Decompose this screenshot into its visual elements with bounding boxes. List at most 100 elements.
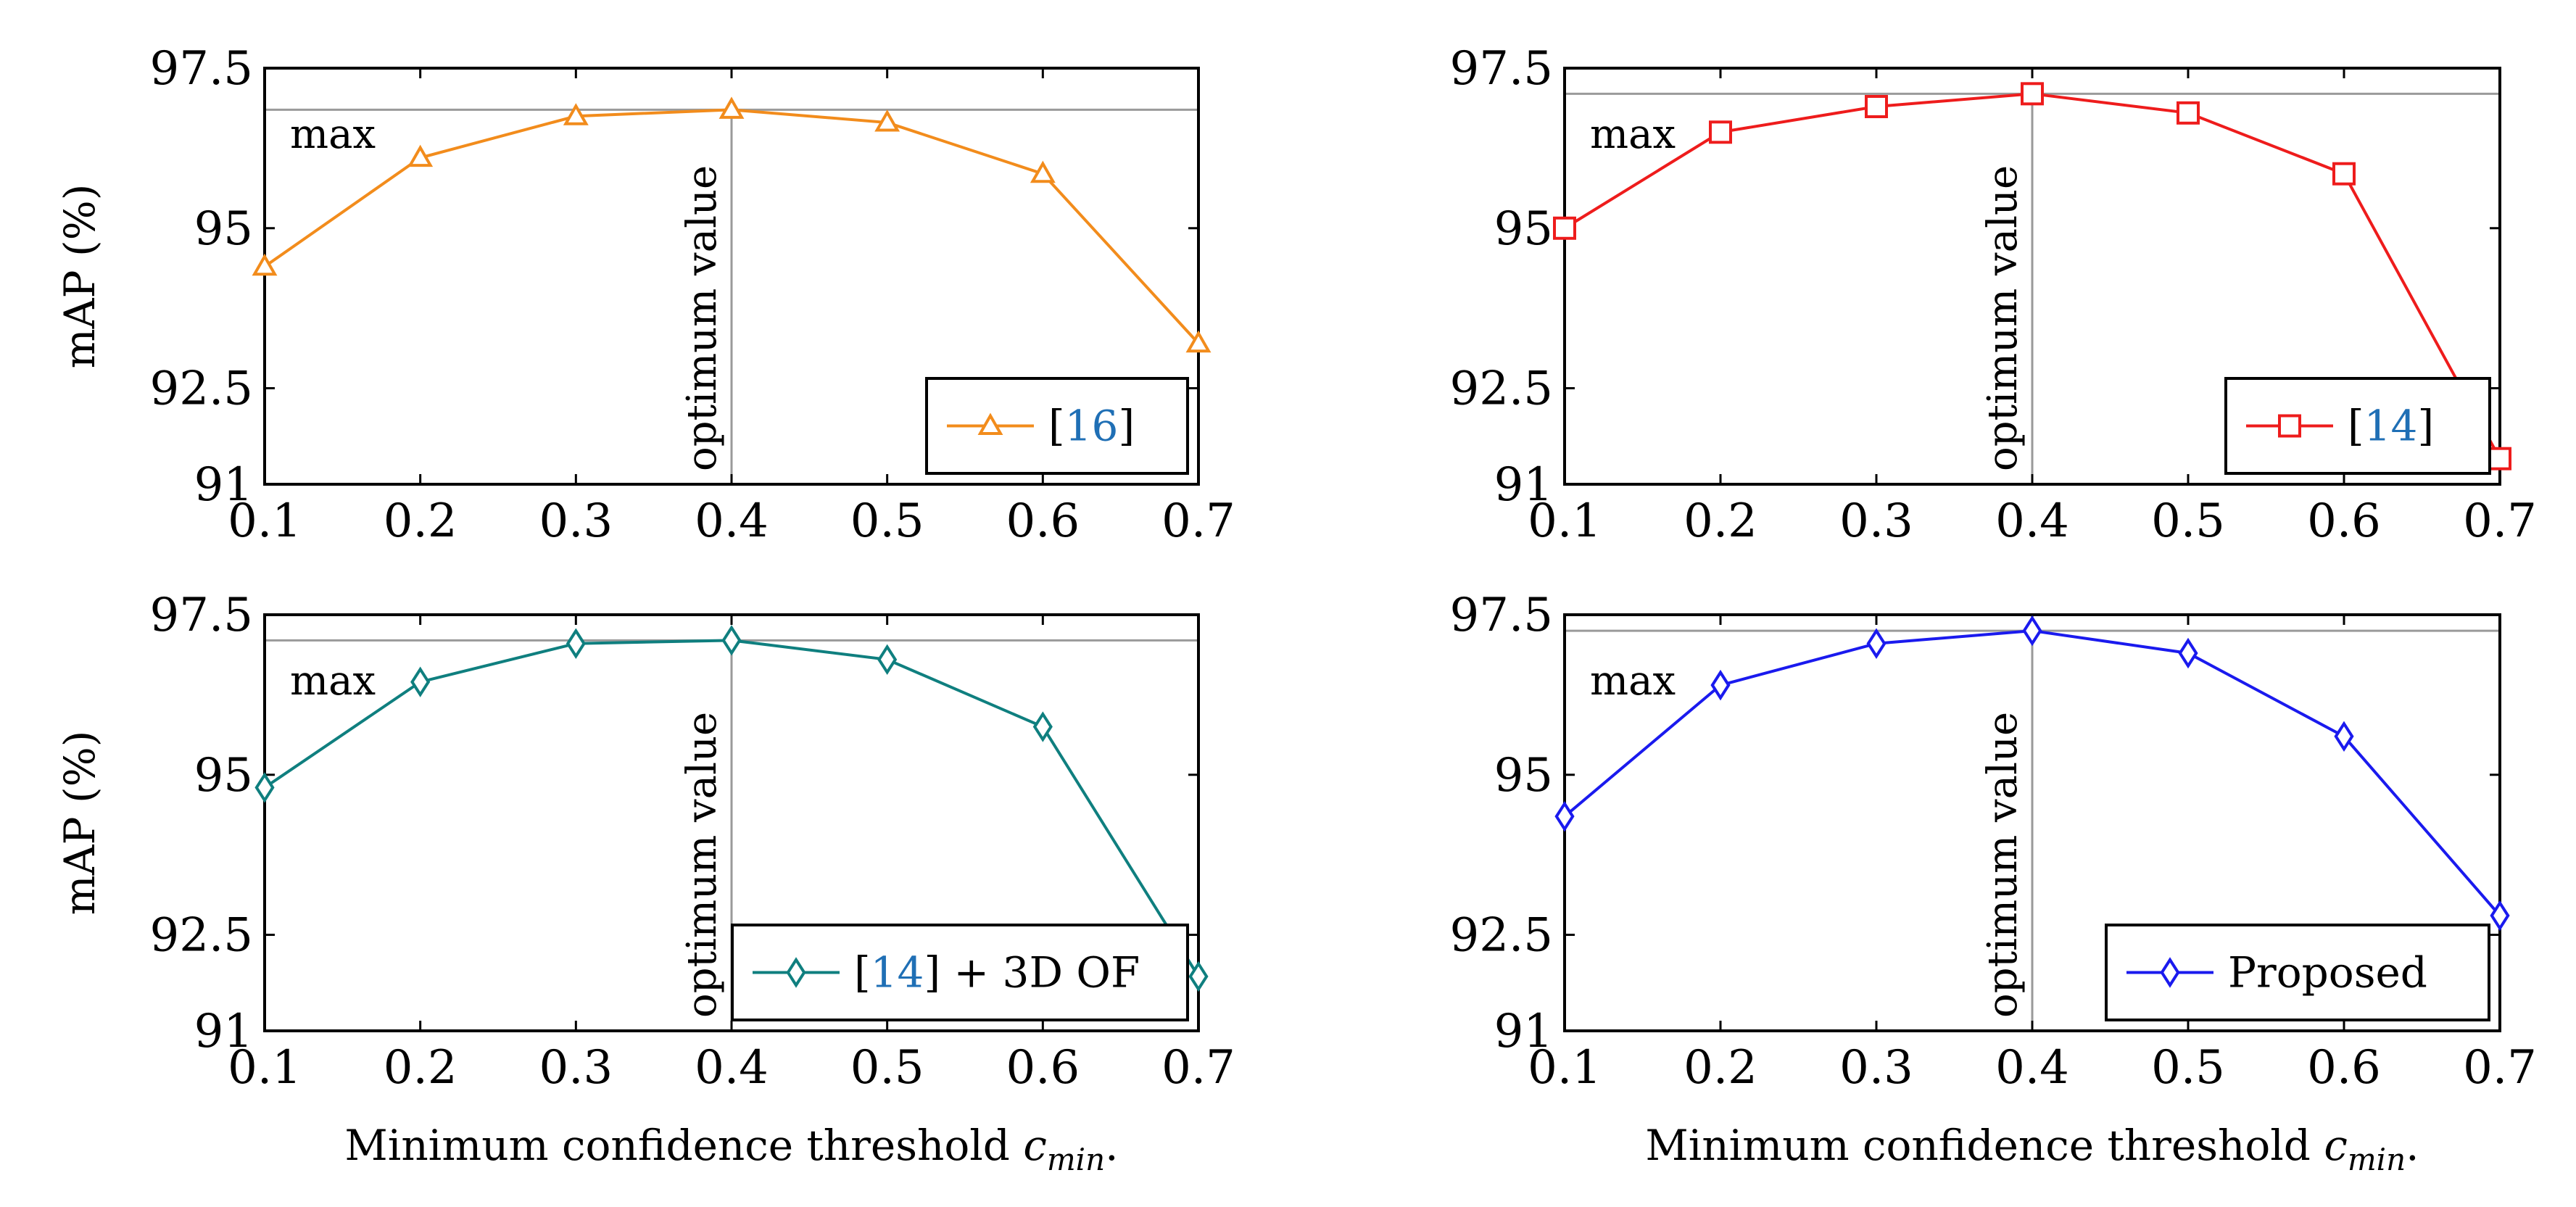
data-point [1553, 216, 1576, 240]
y-tick-label: 91 [1494, 1005, 1553, 1058]
x-tick-label: 0.4 [1995, 494, 2069, 548]
data-point [1554, 800, 1575, 832]
x-tick-label: 0.1 [1528, 494, 1602, 548]
chart-panel-bottom-right: 0.1 0.2 0.3 0.4 0.5 0.6 0.7 91 92.5 95 97.5 Minimum… [1450, 589, 2537, 1177]
x-tick-label: 0.5 [850, 494, 924, 548]
data-point [1709, 120, 1732, 144]
data-point [2177, 101, 2200, 125]
legend-label-prefix: [ [854, 948, 871, 997]
data-point [1188, 961, 1209, 992]
legend-marker [977, 412, 1003, 435]
x-tick-label: 0.4 [695, 494, 769, 548]
data-point [721, 625, 742, 656]
chart-panel-bottom-left: 0.1 0.2 0.3 0.4 0.5 0.6 0.7 91 92.5 95 97.5 mAP (%)… [55, 589, 1235, 1177]
x-tick-label: 0.5 [850, 1041, 924, 1095]
x-tick-label: 0.7 [1161, 1041, 1235, 1095]
data-point [1710, 669, 1731, 701]
y-tick-label: 95 [194, 202, 253, 256]
x-tick-label: 0.6 [2307, 1041, 2381, 1095]
y-tick-label: 92.5 [150, 909, 254, 963]
legend-label: [14] + 3D OF [854, 948, 1140, 997]
max-label: max [290, 658, 376, 705]
data-point [2022, 615, 2042, 647]
x-axis-title-main: Minimum confidence threshold [1645, 1121, 2324, 1170]
y-tick-label: 97.5 [1450, 589, 1554, 642]
x-axis-title-sub: min [1047, 1142, 1105, 1177]
data-point [877, 644, 898, 676]
y-tick-label: 97.5 [150, 589, 254, 642]
data-point [718, 96, 745, 119]
data-point [1866, 628, 1887, 659]
legend-marker [2160, 957, 2180, 988]
data-point [254, 772, 275, 803]
x-axis-title-var: c [2324, 1121, 2347, 1170]
y-axis-title: mAP (%) [55, 184, 104, 369]
y-tick-label: 92.5 [150, 362, 254, 416]
x-tick-label: 0.2 [384, 1041, 457, 1095]
data-point [1865, 94, 1888, 118]
x-tick-label: 0.7 [2463, 1041, 2537, 1095]
x-axis-title-sub: min [2348, 1142, 2406, 1177]
x-tick-label: 0.3 [1839, 494, 1913, 548]
optimum-value-label: optimum value [679, 712, 726, 1018]
y-tick-label: 95 [1494, 749, 1553, 802]
legend-label-citation: 14 [871, 948, 924, 997]
chart-panel-top-left: 0.1 0.2 0.3 0.4 0.5 0.6 0.7 91 92.5 95 97.5 mAP (%)… [55, 42, 1235, 548]
x-tick-label: 0.2 [384, 494, 457, 548]
max-label: max [1590, 111, 1676, 158]
data-point [2334, 721, 2354, 752]
legend-label-prefix: [ [1048, 402, 1065, 451]
x-axis-title-var: c [1023, 1121, 1046, 1170]
data-point [2021, 82, 2044, 106]
y-tick-label: 95 [194, 749, 253, 802]
data-point [563, 103, 589, 125]
x-tick-label: 0.6 [1006, 1041, 1080, 1095]
optimum-value-label: optimum value [1979, 712, 2026, 1018]
legend-label-citation: 14 [2364, 402, 2418, 451]
data-point [566, 628, 586, 659]
x-tick-label: 0.6 [1006, 494, 1080, 548]
x-axis-title: Minimum confidence threshold cmin. [1645, 1121, 2419, 1177]
x-tick-label: 0.1 [228, 494, 302, 548]
y-tick-label: 91 [194, 458, 253, 512]
x-tick-label: 0.4 [1995, 1041, 2069, 1095]
data-point [410, 666, 431, 697]
legend-label-suffix: ] + 3D OF [924, 948, 1140, 997]
chart-panel-top-right: 0.1 0.2 0.3 0.4 0.5 0.6 0.7 91 92.5 95 97.5 max opti… [1450, 42, 2537, 548]
data-point [2332, 162, 2356, 186]
x-tick-label: 0.5 [2151, 494, 2225, 548]
legend-marker [2278, 414, 2301, 438]
legend-label-citation: 16 [1065, 402, 1119, 451]
x-axis-title: Minimum confidence threshold cmin. [344, 1121, 1118, 1177]
x-tick-label: 0.3 [539, 494, 613, 548]
legend-label-suffix: ] [2417, 402, 2434, 451]
x-tick-label: 0.2 [1683, 1041, 1757, 1095]
x-tick-label: 0.3 [1839, 1041, 1913, 1095]
x-tick-label: 0.4 [695, 1041, 769, 1095]
max-label: max [1590, 658, 1676, 705]
x-tick-label: 0.3 [539, 1041, 613, 1095]
x-tick-label: 0.2 [1683, 494, 1757, 548]
y-tick-label: 92.5 [1450, 362, 1554, 416]
max-label: max [290, 111, 376, 158]
data-point [2178, 637, 2198, 669]
x-tick-label: 0.1 [228, 1041, 302, 1095]
legend-label-suffix: ] [1118, 402, 1135, 451]
optimum-value-label: optimum value [679, 165, 726, 471]
y-tick-label: 97.5 [1450, 42, 1554, 96]
data-point [1185, 330, 1212, 353]
legend-label: Proposed [2228, 948, 2427, 997]
data-point [252, 253, 278, 276]
y-tick-label: 92.5 [1450, 909, 1554, 963]
x-tick-label: 0.5 [2151, 1041, 2225, 1095]
x-axis-title-end: . [1105, 1121, 1118, 1170]
data-point [874, 109, 900, 132]
x-tick-label: 0.6 [2307, 494, 2381, 548]
y-axis-title: mAP (%) [55, 731, 104, 916]
optimum-value-label: optimum value [1979, 165, 2026, 471]
x-tick-label: 0.7 [2463, 494, 2537, 548]
y-tick-label: 95 [1494, 202, 1553, 256]
x-tick-label: 0.1 [1528, 1041, 1602, 1095]
legend-label: [16] [1048, 402, 1135, 451]
